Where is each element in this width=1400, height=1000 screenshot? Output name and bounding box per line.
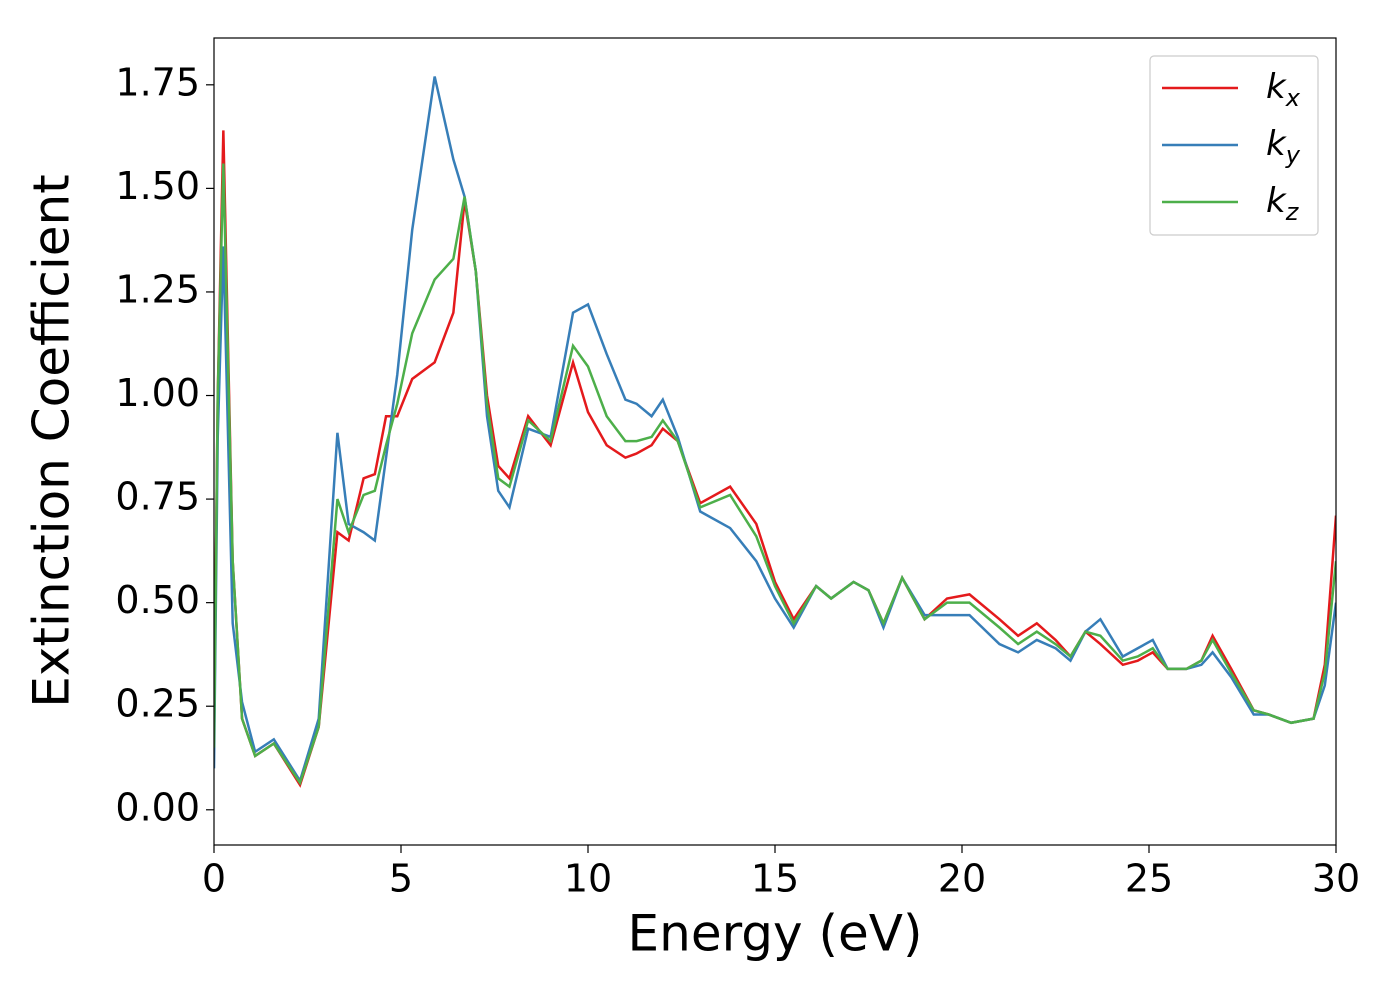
y-tick-label: 1.75 xyxy=(115,60,200,104)
x-tick-label: 25 xyxy=(1125,857,1173,901)
y-tick-label: 0.00 xyxy=(115,785,200,829)
plot-frame xyxy=(213,37,1337,846)
x-tick-label: 10 xyxy=(564,857,612,901)
x-tick-label: 5 xyxy=(389,857,413,901)
legend-label: ky xyxy=(1266,124,1301,169)
x-tick-label: 15 xyxy=(751,857,799,901)
x-axis-label: Energy (eV) xyxy=(628,905,923,963)
data-line xyxy=(214,76,1336,784)
x-tick-label: 30 xyxy=(1312,857,1360,901)
legend-label: kx xyxy=(1266,67,1301,112)
legend-label: kz xyxy=(1266,181,1300,226)
data-line xyxy=(214,163,1336,786)
x-tick-label: 20 xyxy=(938,857,986,901)
x-tick-label: 0 xyxy=(202,857,226,901)
y-tick-label: 1.50 xyxy=(115,164,200,208)
y-tick-label: 0.25 xyxy=(115,682,200,726)
y-tick-label: 1.25 xyxy=(115,267,200,311)
y-tick-label: 1.00 xyxy=(115,371,200,415)
y-axis-label: Extinction Coefficient xyxy=(23,174,81,708)
data-line xyxy=(214,130,1336,788)
y-tick-label: 0.50 xyxy=(115,578,200,622)
y-tick-label: 0.75 xyxy=(115,475,200,519)
